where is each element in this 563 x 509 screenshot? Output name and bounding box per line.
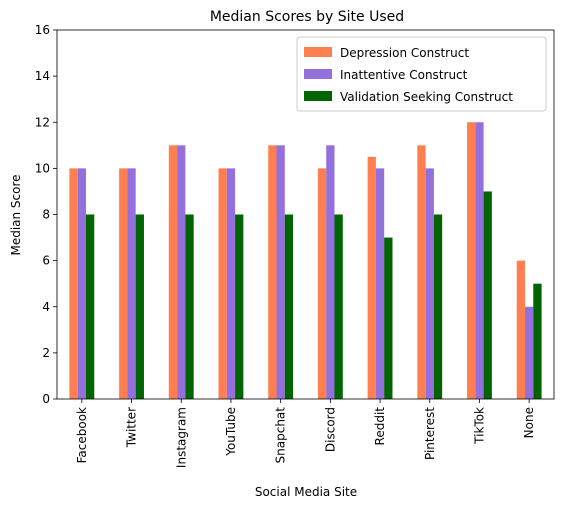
x-tick-label-snapchat: Snapchat — [274, 407, 288, 464]
x-tick-label-none: None — [522, 407, 536, 438]
bar-snapchat-1 — [268, 145, 277, 399]
bar-none-3 — [533, 283, 542, 399]
legend-label-2: Inattentive Construct — [340, 68, 468, 82]
bar-discord-3 — [334, 214, 343, 399]
bar-instagram-1 — [168, 145, 178, 399]
y-tick-label: 4 — [42, 300, 50, 314]
bar-facebook-3 — [85, 214, 95, 399]
x-tick-label-discord: Discord — [323, 407, 337, 452]
bar-none-2 — [525, 306, 534, 399]
bar-youtube-3 — [235, 214, 244, 399]
x-tick-label-instagram: Instagram — [174, 407, 188, 468]
bar-tiktok-3 — [483, 191, 492, 399]
bar-discord-1 — [317, 168, 327, 400]
x-tick-label-facebook: Facebook — [75, 407, 89, 463]
legend-label-3: Validation Seeking Construct — [340, 90, 513, 104]
y-axis-label: Median Score — [9, 174, 23, 255]
bar-tiktok-1 — [467, 122, 476, 399]
bar-youtube-2 — [226, 168, 236, 400]
bar-twitter-1 — [119, 168, 128, 400]
x-tick-label-tiktok: TikTok — [472, 407, 486, 445]
legend-box — [296, 36, 547, 112]
bar-twitter-3 — [135, 214, 144, 399]
bar-none-1 — [516, 260, 526, 400]
y-tick-label: 10 — [35, 161, 50, 175]
legend-swatch-2 — [304, 69, 332, 79]
bar-discord-2 — [326, 145, 335, 399]
x-tick-label-pinterest: Pinterest — [423, 407, 437, 460]
chart-title: Median Scores by Site Used — [210, 9, 404, 25]
y-tick-label: 12 — [35, 115, 50, 129]
bar-pinterest-3 — [433, 214, 443, 399]
y-tick-label: 14 — [35, 69, 50, 83]
legend-swatch-3 — [304, 91, 332, 101]
bar-facebook-1 — [69, 168, 78, 400]
bar-youtube-1 — [218, 168, 227, 400]
bar-snapchat-3 — [284, 214, 294, 399]
bar-pinterest-1 — [417, 145, 426, 399]
x-tick-label-youtube: YouTube — [224, 407, 238, 457]
y-tick-label: 6 — [42, 254, 50, 268]
bar-reddit-2 — [375, 168, 385, 400]
bar-pinterest-2 — [425, 168, 434, 400]
y-tick-label: 8 — [42, 208, 50, 222]
bar-twitter-2 — [127, 168, 136, 400]
bar-reddit-3 — [384, 237, 393, 399]
legend: Depression Construct Inattentive Construc… — [296, 36, 547, 112]
x-tick-label-twitter: Twitter — [125, 407, 139, 448]
bar-snapchat-2 — [276, 145, 285, 399]
x-tick-label-reddit: Reddit — [373, 407, 387, 446]
bar-reddit-1 — [367, 156, 376, 399]
y-tick-label: 16 — [35, 23, 50, 37]
y-tick-label: 2 — [42, 346, 50, 360]
x-axis-label: Social Media Site — [255, 485, 357, 499]
y-tick-label: 0 — [42, 392, 50, 406]
bar-instagram-3 — [185, 214, 194, 399]
bar-facebook-2 — [77, 168, 86, 400]
legend-swatch-1 — [304, 47, 332, 57]
plot-area: 0 2 4 6 8 10 12 14 16 Facebook Twitter Instagram You… — [35, 23, 555, 468]
bar-tiktok-2 — [475, 122, 484, 399]
bar-instagram-2 — [177, 145, 186, 399]
legend-label-1: Depression Construct — [340, 46, 469, 60]
